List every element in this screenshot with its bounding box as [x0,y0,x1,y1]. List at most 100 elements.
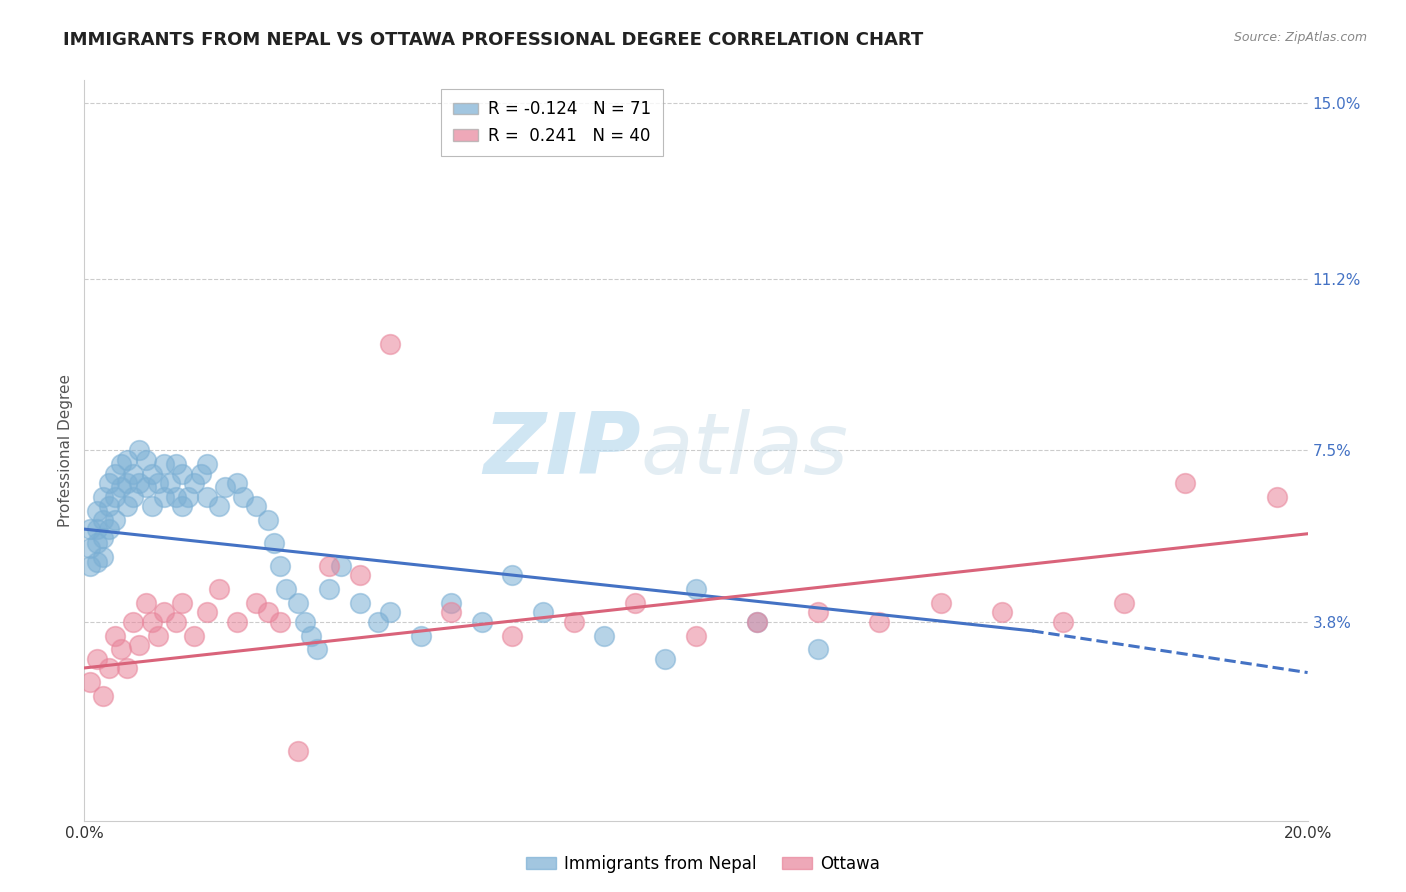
Point [208,582,231,597]
Point [257,606,280,620]
Point [502,628,524,642]
Point [91,513,114,527]
Point [135,596,157,610]
Point [172,596,194,610]
Point [269,615,291,629]
Point [409,628,432,642]
Point [97,475,120,490]
Point [79,559,101,574]
Point [245,596,267,610]
Point [153,458,176,472]
Point [195,458,218,472]
Point [135,452,157,467]
Point [226,475,249,490]
Point [294,615,316,629]
Point [685,628,707,642]
Point [91,490,114,504]
Point [471,615,494,629]
Point [208,499,231,513]
Point [79,674,101,689]
Point [165,458,187,472]
Point [287,596,309,610]
Point [562,615,585,629]
Point [104,628,127,642]
Point [593,628,616,642]
Point [141,467,163,481]
Point [991,606,1014,620]
Point [86,651,108,665]
Point [440,596,463,610]
Point [104,513,127,527]
Point [299,628,322,642]
Point [172,467,194,481]
Point [165,615,187,629]
Point [122,467,145,481]
Point [349,596,371,610]
Point [330,559,353,574]
Point [91,532,114,546]
Point [807,606,830,620]
Point [86,503,108,517]
Point [146,475,169,490]
Point [141,615,163,629]
Text: Source: ZipAtlas.com: Source: ZipAtlas.com [1233,31,1367,45]
Point [276,582,298,597]
Point [269,559,291,574]
Point [110,458,132,472]
Point [141,499,163,513]
Point [214,480,236,494]
Point [195,606,218,620]
Point [1114,596,1136,610]
Point [531,606,554,620]
Point [1052,615,1074,629]
Point [86,522,108,536]
Point [226,615,249,629]
Point [153,606,176,620]
Point [122,490,145,504]
Point [153,490,176,504]
Point [287,744,309,758]
Point [263,536,285,550]
Point [1265,490,1288,504]
Point [91,689,114,703]
Point [318,582,340,597]
Legend: R = -0.124   N = 71, R =  0.241   N = 40: R = -0.124 N = 71, R = 0.241 N = 40 [441,88,662,156]
Y-axis label: Professional Degree: Professional Degree [58,374,73,527]
Point [318,559,340,574]
Point [159,475,181,490]
Point [115,499,138,513]
Point [86,554,108,569]
Point [245,499,267,513]
Point [349,568,371,582]
Point [104,467,127,481]
Text: ZIP: ZIP [484,409,641,492]
Point [172,499,194,513]
Point [1174,475,1197,490]
Point [502,568,524,582]
Point [305,642,328,657]
Point [440,606,463,620]
Point [624,596,647,610]
Point [195,490,218,504]
Point [747,615,769,629]
Point [110,480,132,494]
Point [128,443,150,458]
Legend: Immigrants from Nepal, Ottawa: Immigrants from Nepal, Ottawa [519,848,887,880]
Point [654,651,676,665]
Point [128,638,150,652]
Point [929,596,952,610]
Point [79,522,101,536]
Point [122,615,145,629]
Point [257,513,280,527]
Point [232,490,254,504]
Text: atlas: atlas [641,409,849,492]
Point [115,661,138,675]
Point [97,522,120,536]
Point [115,452,138,467]
Point [146,628,169,642]
Text: IMMIGRANTS FROM NEPAL VS OTTAWA PROFESSIONAL DEGREE CORRELATION CHART: IMMIGRANTS FROM NEPAL VS OTTAWA PROFESSI… [63,31,924,49]
Point [183,475,205,490]
Point [177,490,200,504]
Point [97,661,120,675]
Point [91,549,114,564]
